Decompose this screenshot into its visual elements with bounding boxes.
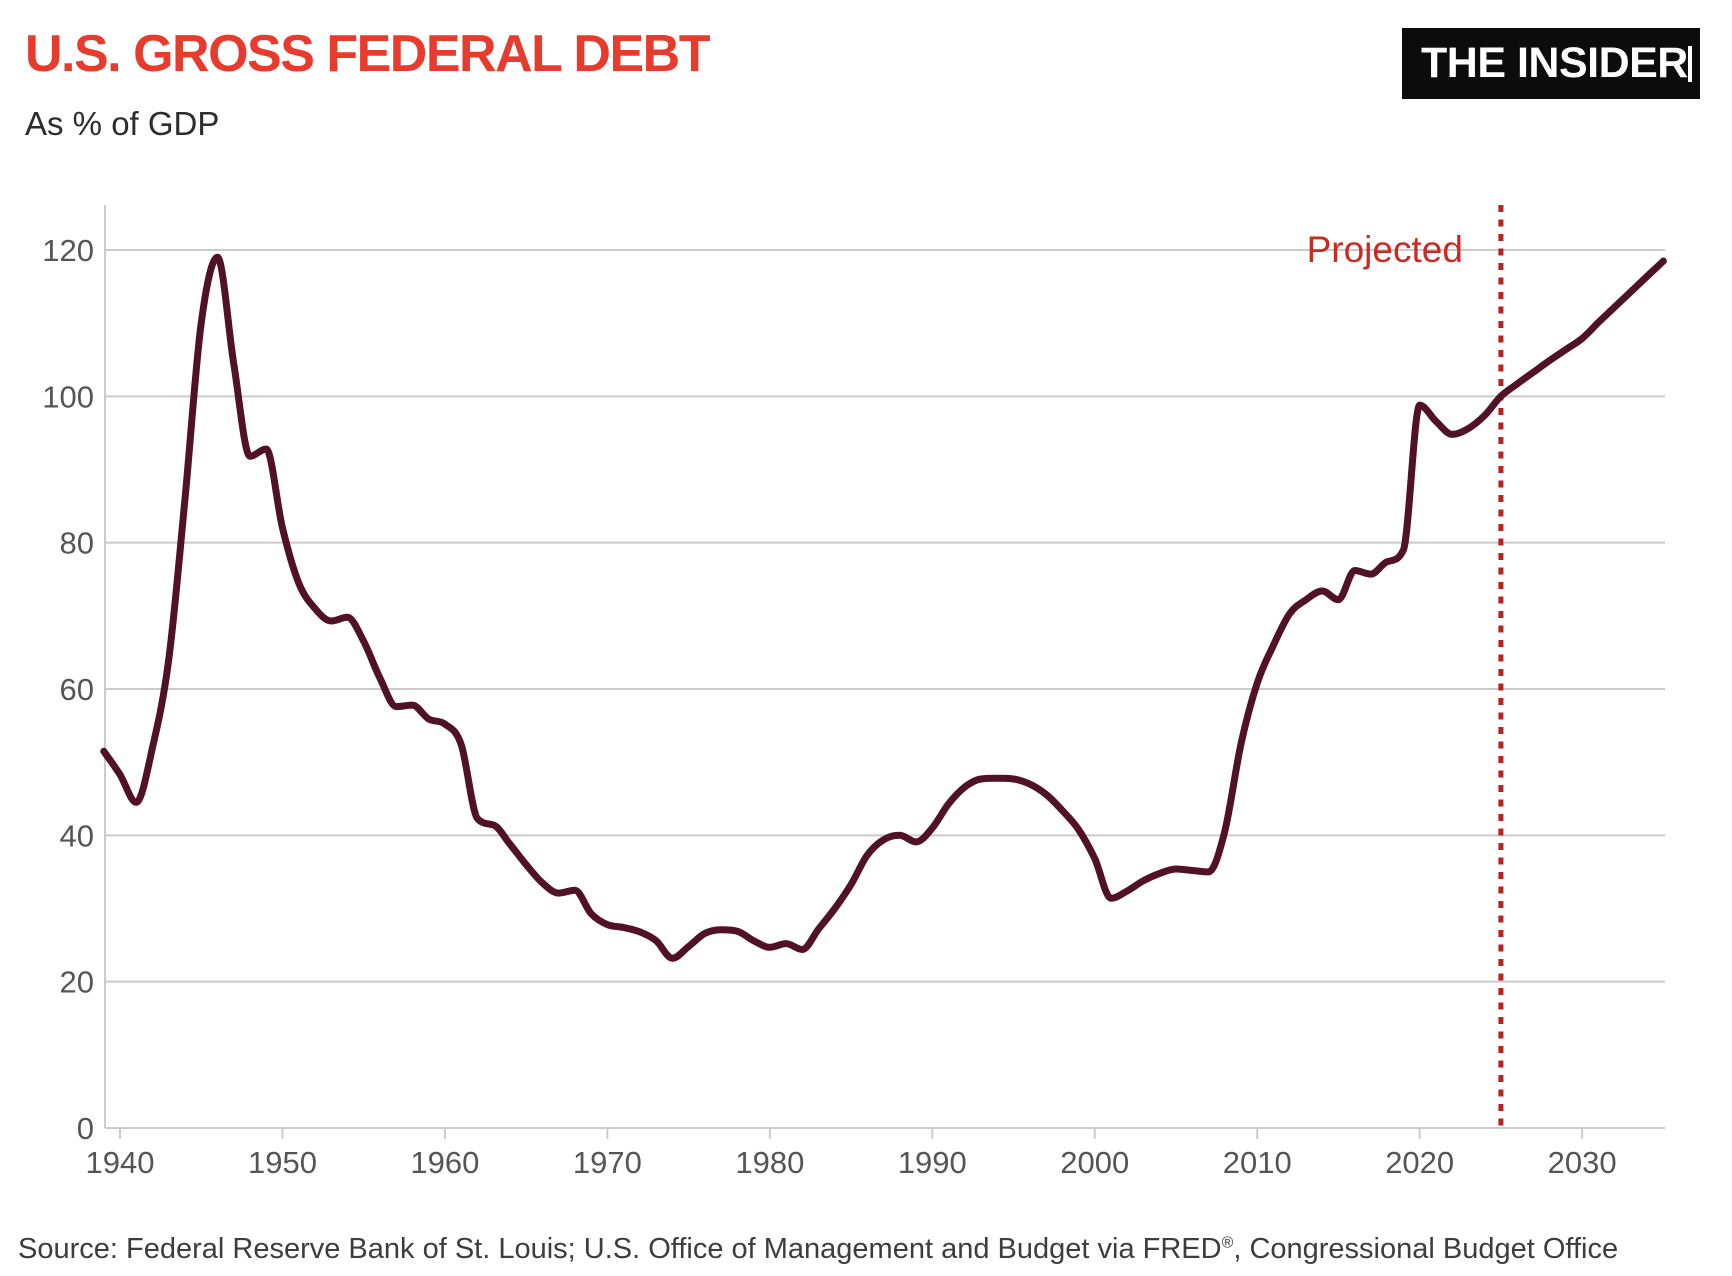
source-note: Source: Federal Reserve Bank of St. Loui…	[18, 1233, 1618, 1266]
x-tick-label: 1970	[573, 1145, 642, 1180]
x-tick-label: 1960	[410, 1145, 479, 1180]
projected-label: Projected	[1307, 229, 1463, 270]
x-tick-label: 1990	[898, 1145, 967, 1180]
axis-ticks	[119, 1128, 1584, 1139]
page-title: U.S. GROSS FEDERAL DEBT	[25, 25, 710, 83]
chart-subtitle: As % of GDP	[25, 105, 220, 142]
logo-accent-bar	[1688, 45, 1692, 82]
x-tick-label: 2010	[1223, 1145, 1292, 1180]
x-tick-label: 1940	[86, 1145, 155, 1180]
x-tick-label: 2020	[1385, 1145, 1454, 1180]
debt-line-series	[100, 253, 1667, 962]
x-tick-label: 2000	[1060, 1145, 1129, 1180]
brand-logo-text: THE INSIDER	[1421, 39, 1688, 87]
axis-labels: 0 20 40 60 80 100 120 1940 1950 1960 1970 1980 1990 2…	[42, 233, 1616, 1180]
source-text-post: , Congressional Budget Office	[1233, 1233, 1619, 1265]
y-tick-label: 120	[42, 233, 94, 268]
y-tick-label: 100	[42, 379, 94, 414]
y-tick-label: 20	[60, 965, 94, 1000]
x-tick-label: 1980	[735, 1145, 804, 1180]
y-tick-label: 40	[60, 818, 94, 853]
source-registered-mark: ®	[1221, 1234, 1234, 1252]
y-tick-label: 0	[77, 1111, 94, 1146]
x-tick-label: 2030	[1548, 1145, 1617, 1180]
y-tick-label: 60	[60, 672, 94, 707]
x-tick-label: 1950	[248, 1145, 317, 1180]
brand-logo: THE INSIDER	[1402, 28, 1700, 99]
source-text-pre: Source: Federal Reserve Bank of St. Loui…	[18, 1233, 1222, 1265]
gridlines	[104, 205, 1665, 1129]
y-tick-label: 80	[60, 526, 94, 561]
